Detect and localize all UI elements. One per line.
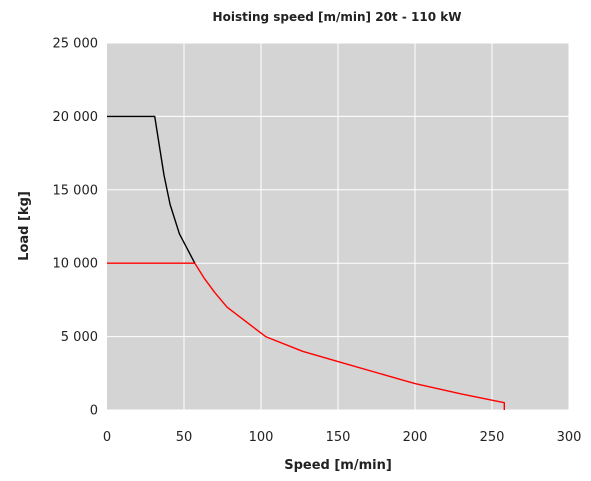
y-tick-label: 0	[90, 404, 98, 419]
series-layer	[107, 115, 505, 410]
x-tick-label: 150	[326, 430, 351, 445]
y-axis-label: Load [kg]	[17, 191, 32, 261]
y-tick-label: 25 000	[53, 37, 99, 52]
x-tick-label: 250	[480, 430, 505, 445]
series-line-2	[107, 262, 505, 410]
x-tick-label: 300	[557, 430, 582, 445]
y-axis-ticks: 0 5 000 10 000 15 000 20 000 25 000	[53, 37, 99, 419]
chart-title: Hoisting speed [m/min] 20t - 110 kW	[213, 10, 462, 24]
y-tick-label: 10 000	[53, 257, 99, 272]
x-tick-label: 0	[103, 430, 111, 445]
series-line-1	[107, 115, 196, 264]
y-tick-label: 15 000	[53, 183, 99, 198]
x-axis-label: Speed [m/min]	[284, 458, 392, 473]
x-tick-label: 100	[249, 430, 274, 445]
x-tick-label: 50	[176, 430, 193, 445]
y-tick-label: 5 000	[61, 330, 98, 345]
x-axis-ticks: 0 50 100 150 200 250 300	[103, 430, 582, 445]
x-tick-label: 200	[403, 430, 428, 445]
y-tick-label: 20 000	[53, 110, 99, 125]
